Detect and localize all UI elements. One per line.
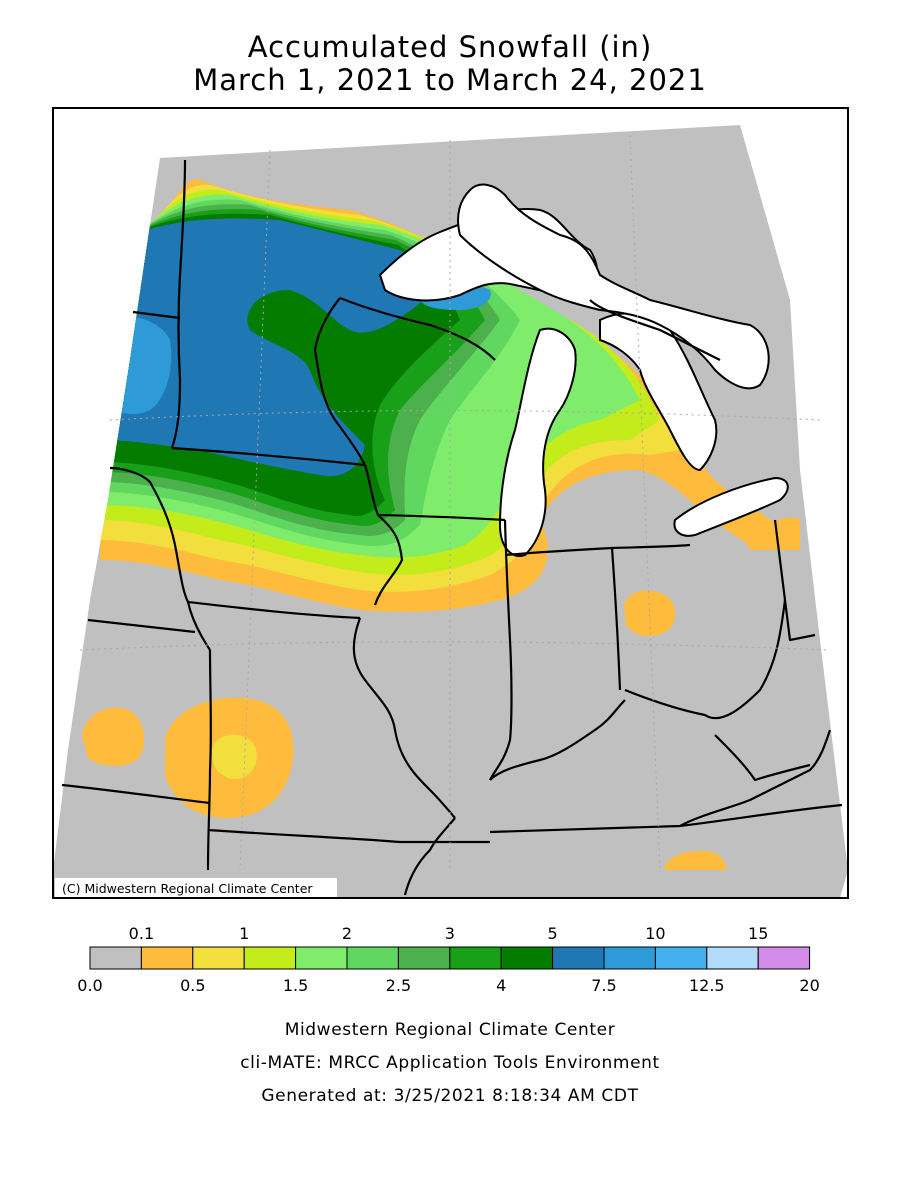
border-mi-oh — [611, 543, 691, 550]
legend-swatch — [140, 946, 194, 970]
border-oh-pa — [773, 519, 816, 642]
snow-band-7-5 — [100, 218, 430, 477]
legend-swatch — [654, 946, 708, 970]
map-date-range: March 1, 2021 to March 24, 2021 — [193, 63, 707, 97]
border-mo-ar — [207, 828, 490, 844]
border-mn-wi — [313, 297, 366, 466]
legend-bottom-label: 0.5 — [180, 976, 205, 995]
graticule — [79, 134, 831, 871]
credit-generated: Generated at: 3/25/2021 8:18:34 AM CDT — [261, 1086, 639, 1106]
border-ms-river — [403, 817, 456, 896]
lake-michigan — [498, 327, 577, 557]
legend-swatch — [89, 946, 142, 970]
legend-swatch — [552, 946, 605, 970]
legend-bottom-label: 2.5 — [386, 976, 411, 995]
legend-swatch — [295, 946, 348, 970]
legend-bottom-label: 4 — [496, 976, 506, 995]
credit-application: cli-MATE: MRCC Application Tools Environ… — [240, 1053, 660, 1073]
border-ia-mo — [187, 600, 361, 620]
snow-spot-mo-inner — [211, 734, 257, 780]
border-oh-ky — [624, 599, 787, 720]
copyright-text: (C) Midwestern Regional Climate Center — [62, 881, 313, 896]
border-wi-il — [377, 513, 506, 522]
legend-top-label: 5 — [548, 924, 558, 943]
border-sd-nd — [132, 310, 181, 320]
legend-bottom-label: 1.5 — [283, 976, 308, 995]
legend-top-label: 10 — [645, 924, 665, 943]
border-ne-ia — [109, 466, 211, 651]
ontario-land — [457, 183, 770, 390]
border-mi-upper — [589, 299, 721, 361]
legend-swatch — [449, 946, 502, 970]
border-il-in — [489, 519, 513, 781]
legend-swatch — [346, 946, 399, 970]
map-frame — [52, 107, 849, 899]
snow-spot-pa — [745, 517, 800, 550]
border-mn-ia — [171, 446, 366, 467]
snow-spot-oh — [624, 590, 676, 637]
border-ky-tn — [489, 803, 843, 834]
border-wi-mi — [339, 296, 496, 361]
border-in-ky — [489, 699, 626, 781]
legend-bottom-label: 12.5 — [689, 976, 725, 995]
border-il-mo — [352, 617, 456, 819]
legend-swatch — [706, 946, 759, 970]
copyright-box — [55, 878, 337, 897]
legend-bottom-label: 7.5 — [591, 976, 616, 995]
legend-swatch — [603, 946, 656, 970]
legend-top-label: 15 — [748, 924, 768, 943]
border-ok-ks — [61, 783, 211, 805]
legend-bottom-label: 20 — [799, 976, 819, 995]
border-tn-east — [679, 729, 832, 827]
border-ne-ks — [87, 618, 196, 634]
legend-swatch — [757, 946, 811, 970]
map-title: Accumulated Snowfall (in) — [247, 30, 653, 64]
snow-spot-tn — [664, 851, 728, 870]
legend-top-label: 0.1 — [129, 924, 154, 943]
legend-swatch — [192, 946, 245, 970]
legend-top-label: 3 — [445, 924, 455, 943]
legend-bottom-label: 0.0 — [77, 976, 102, 995]
border-ia-wi-il — [363, 464, 404, 606]
great-lakes — [378, 183, 789, 557]
lake-erie — [673, 476, 789, 537]
state-borders — [61, 159, 843, 896]
legend-swatch — [397, 946, 451, 970]
legend-top-label: 2 — [342, 924, 352, 943]
snow-spot-ks — [82, 707, 145, 766]
legend-top-label: 1 — [239, 924, 249, 943]
credit-organization: Midwestern Regional Climate Center — [284, 1020, 616, 1040]
map-area — [53, 125, 848, 898]
border-wv — [714, 734, 811, 782]
color-legend: 0.1 1 2 3 5 10 15 0.0 0.5 1.5 2.5 4 7.5 12.5 20 — [77, 924, 820, 995]
border-ks-mo — [206, 649, 212, 871]
legend-swatch — [500, 946, 554, 970]
legend-swatch — [243, 946, 297, 970]
